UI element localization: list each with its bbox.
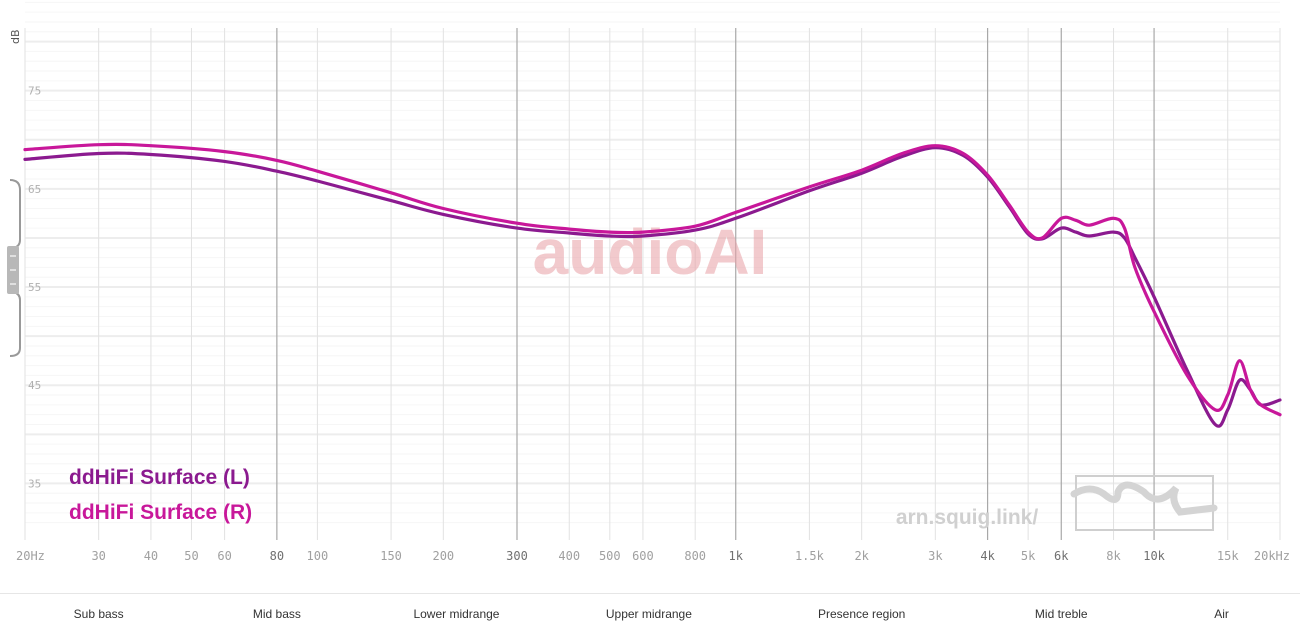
band-label: Air xyxy=(1214,607,1229,621)
x-tick-label: 300 xyxy=(506,549,528,563)
band-label: Lower midrange xyxy=(413,607,499,621)
squiglink-logo xyxy=(1070,475,1218,531)
band-label: Presence region xyxy=(818,607,905,621)
x-tick-label: 4k xyxy=(980,549,995,563)
x-tick-label: 6k xyxy=(1054,549,1069,563)
legend-item-left[interactable]: ddHiFi Surface (L) xyxy=(69,466,250,489)
grid xyxy=(24,1,1281,540)
x-tick-label: 50 xyxy=(184,549,198,563)
x-tick-label: 40 xyxy=(144,549,158,563)
y-axis: 354555657585 xyxy=(28,85,41,491)
x-axis: 20Hz 30 40 50 60 80 100 150 200 300 400 500 600 800 1k… xyxy=(16,549,1290,563)
y-tick-label: 65 xyxy=(28,183,41,196)
x-tick-label: 15k xyxy=(1217,549,1239,563)
x-tick-label: 8k xyxy=(1106,549,1121,563)
x-tick-label: 30 xyxy=(91,549,105,563)
watermark-text: audioAI xyxy=(533,216,768,288)
x-tick-label: 3k xyxy=(928,549,943,563)
band-label: Mid treble xyxy=(1035,607,1088,621)
site-url-text: arn.squig.link/ xyxy=(896,506,1039,529)
legend: ddHiFi Surface (L) ddHiFi Surface (R) xyxy=(69,466,252,524)
x-tick-label: 2k xyxy=(854,549,869,563)
series-lines xyxy=(23,142,1282,428)
x-tick-label: 500 xyxy=(599,549,621,563)
y-tick-label: 55 xyxy=(28,281,41,294)
y-scale-handle[interactable] xyxy=(7,179,21,357)
x-tick-label: 150 xyxy=(380,549,402,563)
series-line-right xyxy=(23,142,1282,417)
band-divider xyxy=(0,593,1300,594)
band-label: Sub bass xyxy=(74,607,124,621)
x-tick-label: 20kHz xyxy=(1254,549,1290,563)
x-tick-label: 600 xyxy=(632,549,654,563)
band-label: Upper midrange xyxy=(606,607,692,621)
x-tick-label: 10k xyxy=(1143,549,1165,563)
y-axis-unit-label: dB xyxy=(9,29,22,44)
frequency-band-labels: Sub bass Mid bass Lower midrange Upper midr… xyxy=(74,607,1229,621)
x-tick-label: 1.5k xyxy=(795,549,825,563)
x-tick-label: 800 xyxy=(684,549,706,563)
y-tick-label: 75 xyxy=(28,85,41,98)
x-tick-label: 5k xyxy=(1021,549,1036,563)
x-tick-label: 60 xyxy=(217,549,231,563)
series-line-left xyxy=(23,145,1282,428)
x-tick-label: 400 xyxy=(558,549,580,563)
band-label: Mid bass xyxy=(253,607,301,621)
y-tick-label: 45 xyxy=(28,379,41,392)
x-tick-label: 80 xyxy=(270,549,284,563)
x-tick-label: 100 xyxy=(307,549,329,563)
y-tick-label: 35 xyxy=(28,477,41,490)
x-tick-label: 1k xyxy=(729,549,744,563)
x-tick-label: 200 xyxy=(432,549,454,563)
x-tick-label: 20Hz xyxy=(16,549,45,563)
legend-item-right[interactable]: ddHiFi Surface (R) xyxy=(69,501,252,524)
